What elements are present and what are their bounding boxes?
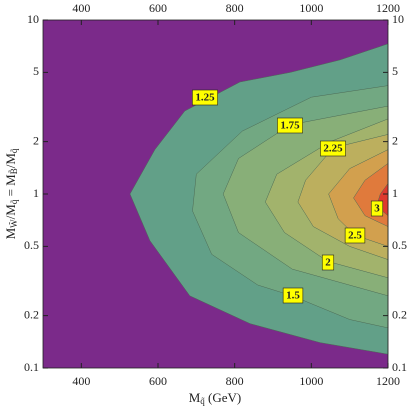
- y-tick-label-right: 0.1: [392, 360, 407, 374]
- y-tick-label: 0.2: [24, 307, 39, 321]
- y-tick-label: 2: [33, 133, 39, 147]
- contour-label: 1.25: [192, 89, 218, 106]
- y-axis-label: MW̃/Mq̃ = MB̃/Mq̃: [3, 148, 19, 239]
- x-tick-label-top: 600: [149, 1, 167, 15]
- y-tick-label: 0.5: [24, 238, 39, 252]
- contour-label: 2.25: [320, 140, 346, 157]
- y-tick-label-right: 5: [392, 64, 398, 78]
- x-tick-label-top: 1200: [376, 1, 400, 15]
- y-label-part: M: [3, 227, 18, 239]
- contour-label-text: 1.5: [286, 290, 300, 302]
- y-tick-label: 1: [33, 186, 39, 200]
- x-tick-label: 600: [149, 374, 167, 388]
- y-tick-label-right: 1: [392, 186, 398, 200]
- y-tick-label-right: 10: [392, 12, 404, 26]
- y-label-part: q̃: [9, 148, 19, 153]
- contour-label: 3: [370, 200, 384, 217]
- contour-label-box: [192, 89, 218, 106]
- x-tick-label-top: 1000: [299, 1, 323, 15]
- contour-label-box: [277, 117, 303, 134]
- x-tick-label: 800: [226, 374, 244, 388]
- contour-label-box: [344, 227, 366, 244]
- contour-label-box: [370, 200, 384, 217]
- x-tick-label-top: 800: [226, 1, 244, 15]
- x-label-part: q̃: [200, 396, 205, 406]
- y-label-part: B̃: [9, 168, 19, 174]
- y-label-part: /M: [3, 204, 18, 220]
- contour-label-text: 2: [325, 257, 331, 269]
- x-tick-label: 1000: [299, 374, 323, 388]
- x-tick-label: 1200: [376, 374, 400, 388]
- y-tick-label: 0.1: [24, 360, 39, 374]
- contour-label: 1.75: [277, 117, 303, 134]
- contour-label: 2.5: [344, 227, 366, 244]
- x-label-part: M: [189, 390, 201, 405]
- contour-label-text: 2.25: [323, 143, 343, 155]
- y-label-part: W̃: [9, 219, 19, 228]
- y-label-part: /M: [3, 153, 18, 169]
- y-tick-label: 10: [27, 12, 39, 26]
- x-label-part: (GeV): [205, 390, 241, 405]
- x-tick-label-top: 400: [72, 1, 90, 15]
- contour-label-box: [282, 287, 304, 304]
- y-label-part: q̃: [9, 199, 19, 204]
- contour-label-text: 1.25: [195, 92, 215, 104]
- y-tick-label: 5: [33, 64, 39, 78]
- contour-label-text: 3: [374, 203, 380, 215]
- contour-label-text: 2.5: [348, 230, 362, 242]
- x-tick-label: 400: [72, 374, 90, 388]
- y-label-part: = M: [3, 174, 18, 200]
- contour-label: 1.5: [282, 287, 304, 304]
- x-axis-label: Mq̃ (GeV): [189, 390, 242, 406]
- y-tick-label-right: 0.5: [392, 238, 407, 252]
- y-tick-label-right: 0.2: [392, 307, 407, 321]
- contour-label: 2: [321, 254, 335, 271]
- contour-label-box: [320, 140, 346, 157]
- contour-label-box: [321, 254, 335, 271]
- contour-label-text: 1.75: [280, 120, 300, 132]
- y-tick-label-right: 2: [392, 133, 398, 147]
